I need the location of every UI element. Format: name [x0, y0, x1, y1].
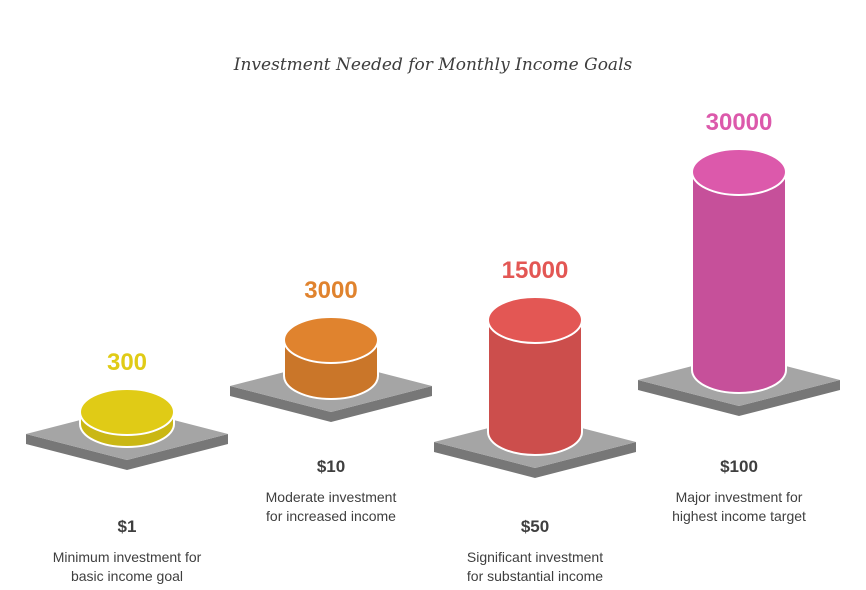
description-line: for substantial income — [467, 568, 603, 584]
value-label: 30000 — [706, 109, 773, 136]
bar-group-2: 3000 $10 Moderate investment for increased … — [230, 277, 432, 524]
bar-body — [691, 171, 787, 394]
pedestal-side — [638, 380, 840, 416]
value-label: 15000 — [502, 257, 569, 284]
category-label: $10 — [317, 457, 345, 476]
bar-group-4: 30000 $100 Major investment for highest inc… — [638, 109, 840, 524]
bar-group-3: 15000 $50 Significant investment for substa… — [434, 257, 636, 584]
category-label: $100 — [720, 457, 758, 476]
description-line: highest income target — [672, 508, 806, 524]
chart-title: Investment Needed for Monthly Income Goa… — [233, 55, 633, 75]
description-line: Significant investment — [467, 549, 603, 565]
pedestal-side — [26, 434, 228, 470]
bar-top — [283, 316, 379, 364]
category-label: $50 — [521, 517, 549, 536]
pedestal-side — [434, 442, 636, 478]
description-line: for increased income — [266, 508, 396, 524]
bars-group: 300 $1 Minimum investment for basic income … — [26, 109, 840, 584]
bar-top — [487, 296, 583, 344]
value-label: 3000 — [304, 277, 357, 304]
category-label: $1 — [118, 517, 137, 536]
pedestal-side — [230, 386, 432, 422]
bar-body — [487, 319, 583, 456]
value-label: 300 — [107, 349, 147, 376]
bar-top — [691, 148, 787, 196]
bar-group-1: 300 $1 Minimum investment for basic income … — [26, 349, 228, 584]
description-line: Major investment for — [676, 489, 803, 505]
description-line: basic income goal — [71, 568, 183, 584]
description-line: Minimum investment for — [53, 549, 202, 565]
description-line: Moderate investment — [266, 489, 397, 505]
bar-top — [79, 388, 175, 436]
